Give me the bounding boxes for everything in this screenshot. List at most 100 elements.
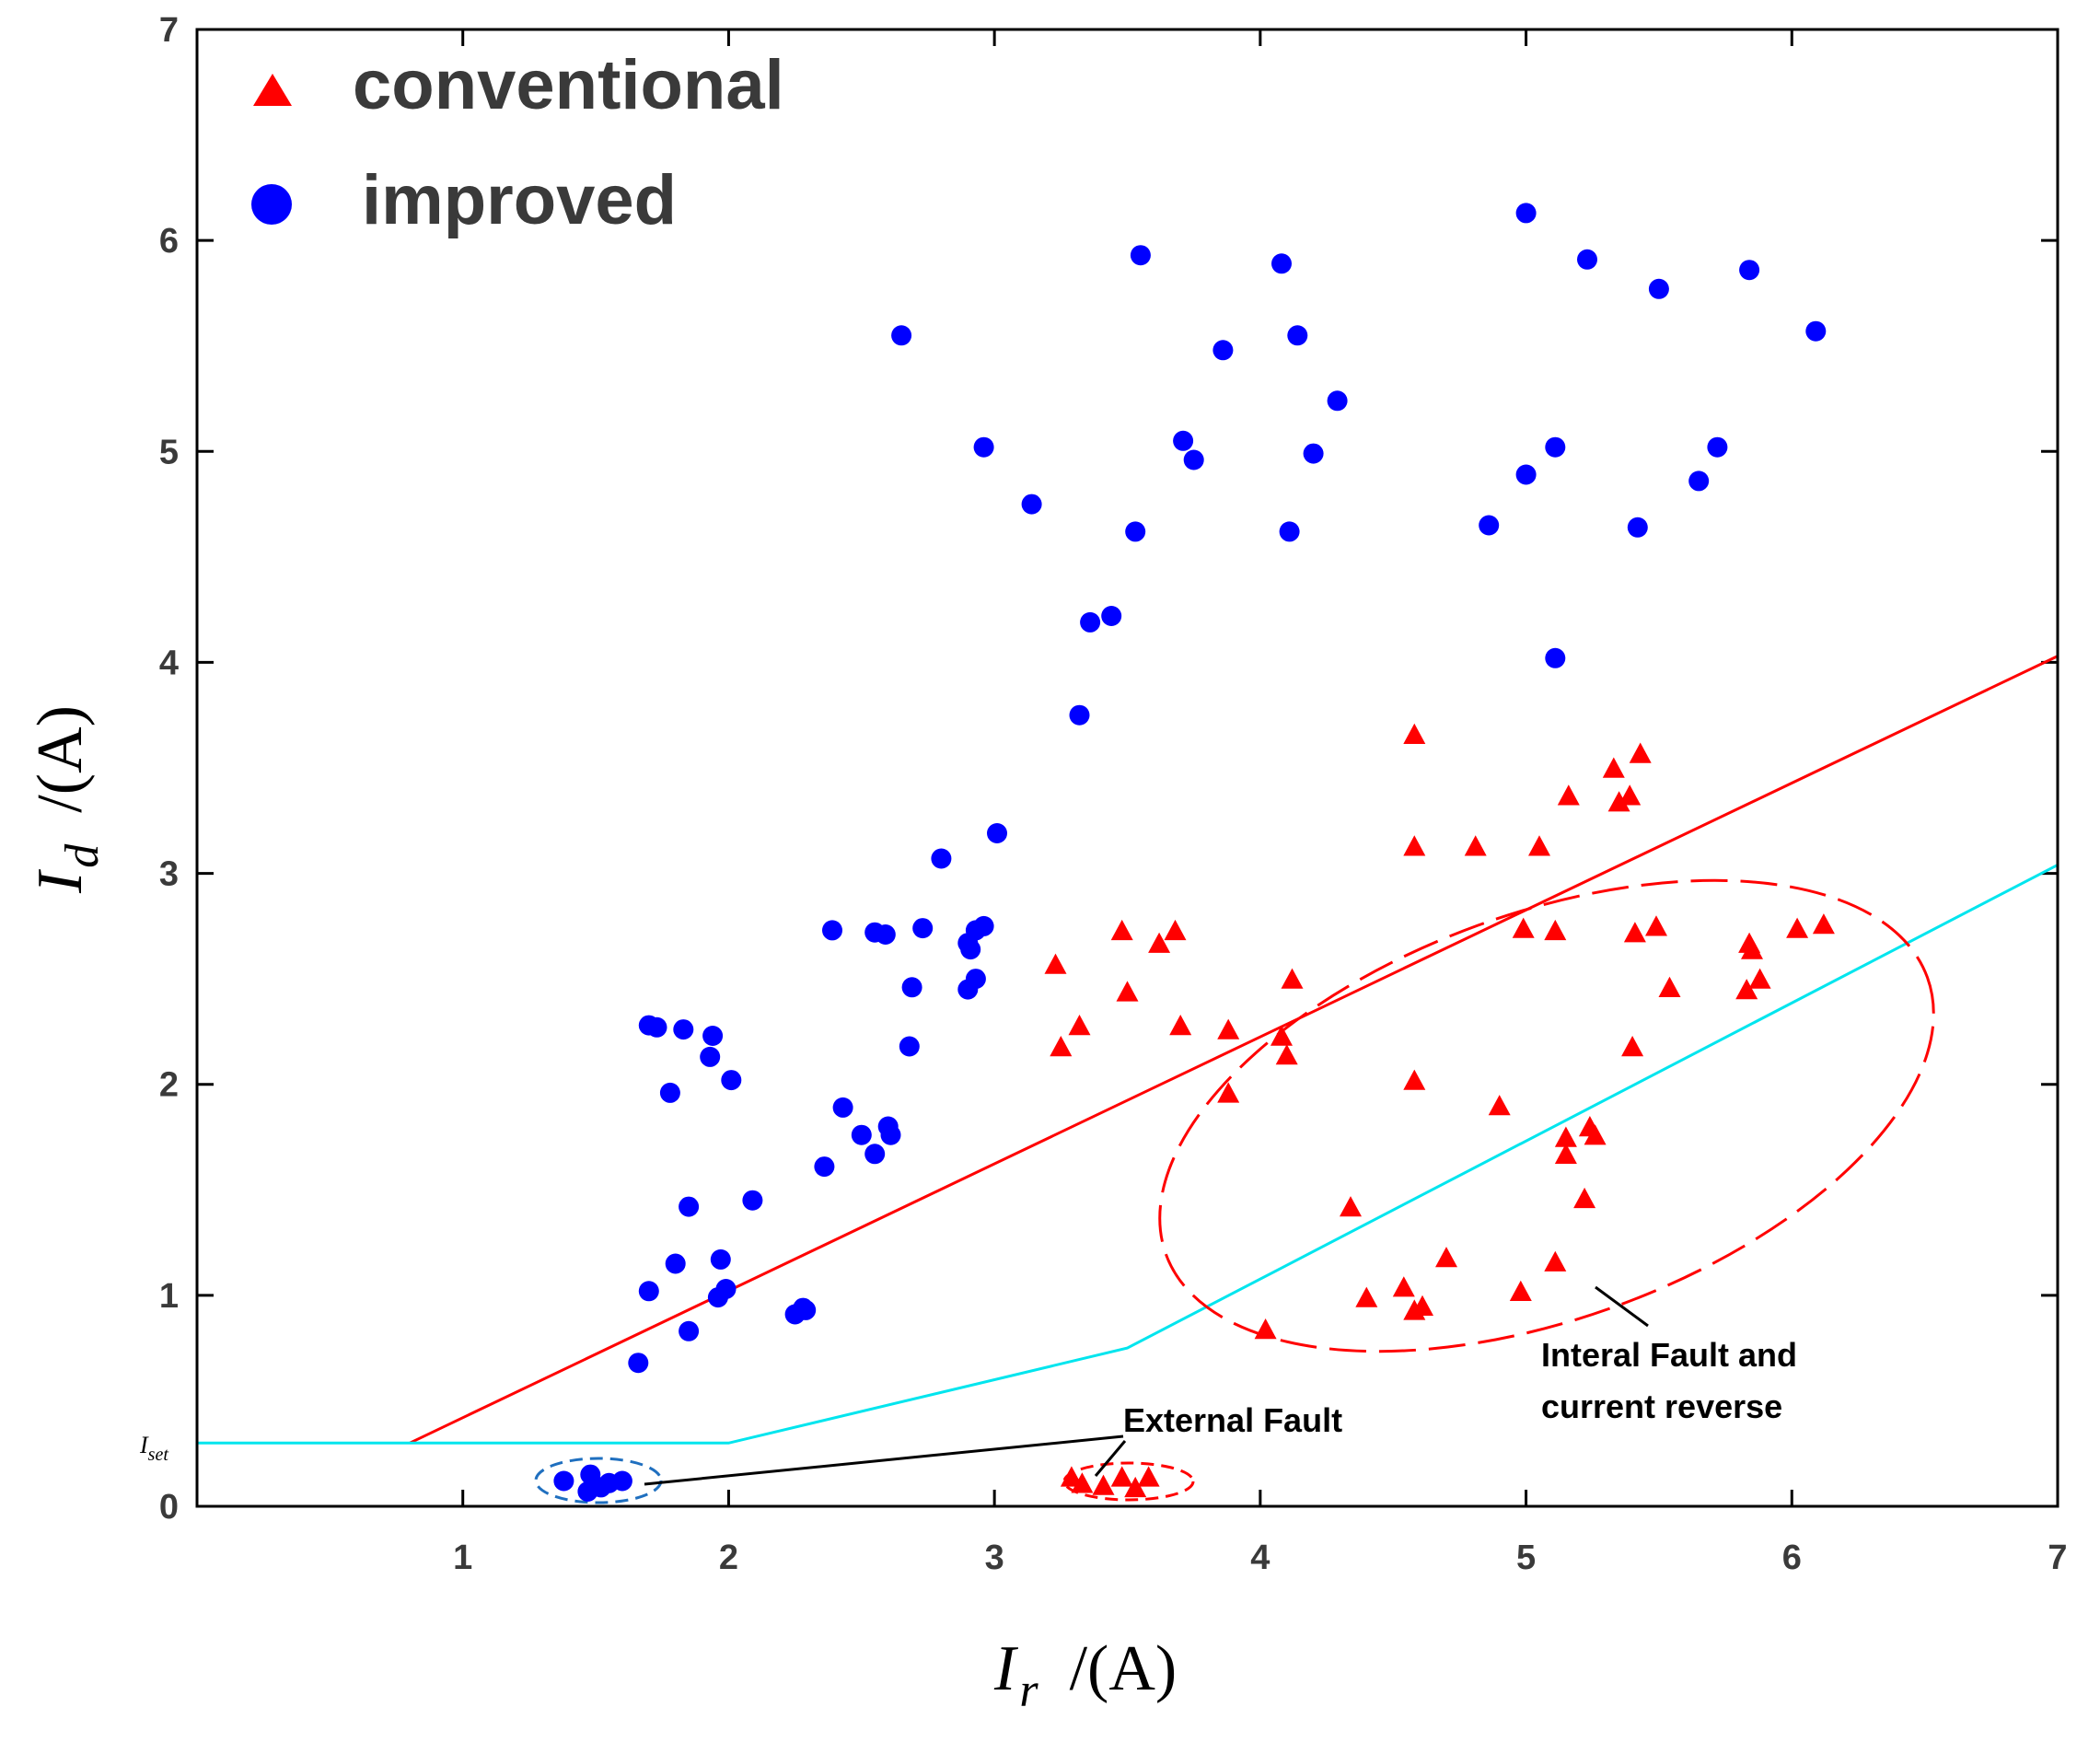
conventional-point bbox=[1554, 1126, 1577, 1147]
improved-point bbox=[1805, 320, 1827, 342]
conventional-point bbox=[1786, 917, 1809, 938]
y-tick-label: 1 bbox=[159, 1277, 179, 1316]
conventional-point bbox=[1735, 979, 1758, 1000]
improved-point bbox=[960, 939, 981, 960]
conventional-point bbox=[1148, 932, 1171, 953]
conventional-point bbox=[1584, 1124, 1607, 1145]
conventional-point bbox=[1619, 784, 1642, 806]
improved-point bbox=[795, 1299, 817, 1320]
conventional-point bbox=[1748, 968, 1771, 989]
conventional-point bbox=[1164, 919, 1187, 941]
improved-point bbox=[864, 1144, 886, 1165]
external-fault-ellipse-improved bbox=[534, 1457, 663, 1504]
conventional-point bbox=[1355, 1286, 1378, 1307]
improved-point bbox=[1069, 704, 1090, 726]
conventional-point bbox=[1544, 919, 1567, 941]
y-tick-label: 3 bbox=[159, 855, 179, 894]
internal-fault-annotation: Interal Fault and current reverse bbox=[1541, 1285, 1797, 1425]
improved-point bbox=[1173, 430, 1194, 451]
improved-point bbox=[891, 325, 912, 346]
y-tick-label: 2 bbox=[159, 1066, 179, 1105]
improved-point bbox=[1648, 278, 1669, 299]
improved-point bbox=[1707, 436, 1728, 458]
conventional-point bbox=[1110, 919, 1133, 941]
plot-frame bbox=[195, 28, 2059, 1508]
x-axis-unit: /(A) bbox=[1070, 1633, 1178, 1704]
conventional-point bbox=[1340, 1196, 1362, 1217]
external-fault-label: External Fault bbox=[1123, 1401, 1342, 1439]
improved-point bbox=[700, 1046, 721, 1067]
improved-point bbox=[1130, 245, 1151, 266]
conventional-point bbox=[1270, 1025, 1293, 1046]
conventional-point bbox=[1068, 1015, 1091, 1036]
improved-point bbox=[987, 823, 1007, 843]
conventional-point bbox=[1217, 1082, 1240, 1103]
legend-label-improved: improved bbox=[362, 161, 677, 239]
conventional-point bbox=[1488, 1095, 1511, 1116]
conventional-point bbox=[1544, 1250, 1567, 1272]
improved-point bbox=[659, 1082, 680, 1103]
legend-marker-conventional bbox=[253, 74, 292, 106]
improved-point bbox=[628, 1353, 649, 1374]
conventional-point bbox=[1060, 1466, 1083, 1487]
y-tick-label: 7 bbox=[159, 11, 179, 50]
conventional-point bbox=[1116, 981, 1139, 1002]
conventional-point bbox=[1557, 784, 1580, 806]
improved-point bbox=[710, 1248, 731, 1270]
improved-point bbox=[673, 1019, 694, 1040]
improved-characteristic-line bbox=[197, 864, 2059, 1445]
improved-point bbox=[1627, 517, 1648, 538]
conventional-point bbox=[1573, 1187, 1596, 1209]
iset-symbol: I bbox=[139, 1432, 149, 1458]
conventional-point bbox=[1602, 757, 1625, 778]
improved-point bbox=[1545, 436, 1566, 458]
x-tick-label: 7 bbox=[2048, 1539, 2067, 1577]
internal-fault-leader bbox=[1595, 1285, 1649, 1328]
y-tick-label: 6 bbox=[159, 222, 179, 261]
conventional-point bbox=[1509, 1280, 1532, 1301]
iset-subscript: set bbox=[148, 1445, 169, 1465]
external-fault-pointer bbox=[1094, 1440, 1127, 1477]
conventional-point bbox=[1071, 1472, 1094, 1493]
improved-point bbox=[1577, 249, 1597, 270]
external-fault-leader bbox=[644, 1434, 1124, 1486]
y-tick-label: 4 bbox=[159, 644, 179, 682]
improved-point bbox=[665, 1253, 686, 1274]
improved-point bbox=[875, 924, 896, 945]
characteristic-lines bbox=[197, 655, 2059, 1445]
improved-point bbox=[1271, 253, 1292, 274]
conventional-point bbox=[1741, 938, 1763, 959]
conventional-point bbox=[1812, 913, 1835, 935]
improved-point bbox=[1515, 464, 1537, 485]
x-tick-label: 2 bbox=[719, 1539, 738, 1577]
conventional-point bbox=[1092, 1474, 1115, 1495]
improved-point bbox=[702, 1026, 724, 1046]
conventional-point bbox=[1403, 1069, 1426, 1090]
conventional-point bbox=[1392, 1276, 1415, 1297]
conventional-point bbox=[1528, 835, 1550, 856]
improved-point bbox=[1279, 521, 1300, 542]
conventional-point bbox=[1658, 976, 1681, 997]
improved-point bbox=[646, 1016, 667, 1038]
conventional-point bbox=[1411, 1295, 1433, 1316]
improved-point bbox=[1515, 203, 1537, 224]
conventional-point bbox=[1629, 742, 1652, 763]
improved-point bbox=[1688, 470, 1710, 492]
legend-label-conventional: conventional bbox=[353, 46, 784, 124]
x-axis-symbol: I bbox=[993, 1633, 1019, 1704]
improved-point bbox=[679, 1320, 700, 1341]
iset-label: Iset bbox=[139, 1432, 168, 1465]
conventional-point bbox=[1623, 922, 1646, 943]
conventional-point bbox=[1050, 1036, 1073, 1057]
improved-point bbox=[1739, 260, 1760, 281]
improved-point bbox=[973, 915, 994, 936]
improved-point bbox=[611, 1470, 632, 1492]
improved-point bbox=[931, 848, 952, 869]
improved-point bbox=[901, 977, 922, 998]
conventional-point bbox=[1435, 1247, 1457, 1268]
improved-point bbox=[1212, 340, 1234, 361]
x-tick-label: 1 bbox=[453, 1539, 472, 1577]
y-axis-title: Id /(A) bbox=[25, 705, 109, 894]
